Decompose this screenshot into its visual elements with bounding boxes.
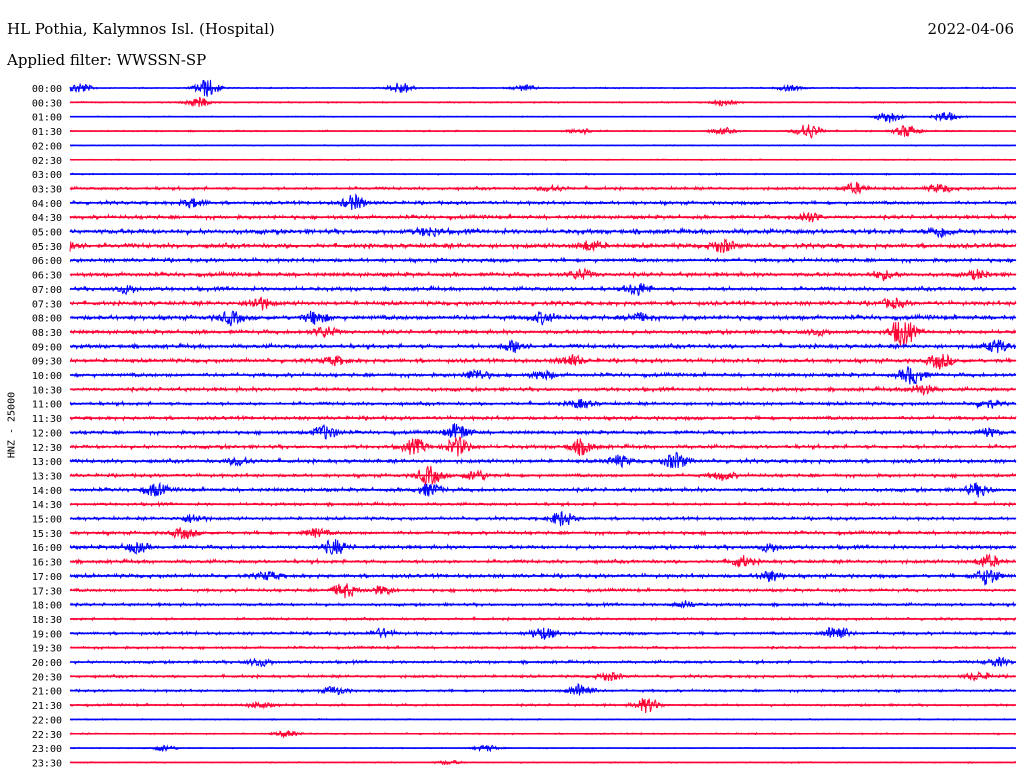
- row-time-label: 14:00: [32, 486, 62, 497]
- row-time-label: 11:30: [32, 414, 62, 425]
- station-title: HL Pothia, Kalymnos Isl. (Hospital): [7, 20, 275, 38]
- row-time-label: 18:30: [32, 615, 62, 626]
- row-time-label: 16:00: [32, 543, 62, 554]
- row-time-label: 02:30: [32, 156, 62, 167]
- row-time-label: 01:30: [32, 127, 62, 138]
- row-time-label: 03:00: [32, 170, 62, 181]
- row-time-label: 12:00: [32, 428, 62, 439]
- row-time-label: 06:30: [32, 271, 62, 282]
- row-time-label: 11:00: [32, 400, 62, 411]
- seismic-trace-row: [69, 321, 1017, 348]
- row-time-label: 15:00: [32, 515, 62, 526]
- row-time-label: 07:00: [32, 285, 62, 296]
- row-time-label: 02:00: [32, 141, 62, 152]
- row-time-label: 09:30: [32, 357, 62, 368]
- row-time-label: 23:30: [32, 758, 62, 769]
- row-time-label: 13:30: [32, 471, 62, 482]
- seismic-trace-row: [69, 553, 1017, 568]
- row-time-label: 17:00: [32, 572, 62, 583]
- row-time-label: 00:00: [32, 84, 62, 95]
- row-time-label: 22:30: [32, 730, 62, 741]
- seismic-trace-row: [69, 451, 1017, 469]
- row-time-label: 07:30: [32, 299, 62, 310]
- seismic-trace-row: [69, 569, 1017, 586]
- row-time-label: 20:00: [32, 658, 62, 669]
- row-time-label: 17:30: [32, 586, 62, 597]
- row-time-label: 21:30: [32, 701, 62, 712]
- row-time-label: 06:00: [32, 256, 62, 267]
- row-time-label: 00:30: [32, 98, 62, 109]
- filter-label: Applied filter: WWSSN-SP: [7, 51, 207, 69]
- row-time-label: 01:00: [32, 113, 62, 124]
- row-time-label: 14:30: [32, 500, 62, 511]
- row-time-label: 15:30: [32, 529, 62, 540]
- row-time-label: 13:00: [32, 457, 62, 468]
- record-date: 2022-04-06: [927, 20, 1014, 38]
- seismic-trace-row: [69, 310, 1017, 327]
- row-time-label: 18:00: [32, 601, 62, 612]
- row-time-label: 22:00: [32, 715, 62, 726]
- row-time-label: 20:30: [32, 672, 62, 683]
- row-time-label: 16:30: [32, 558, 62, 569]
- row-time-label: 10:30: [32, 385, 62, 396]
- row-time-label: 08:00: [32, 314, 62, 325]
- seismic-trace-row: [69, 682, 1017, 696]
- row-time-label: 10:00: [32, 371, 62, 382]
- row-time-label: 19:00: [32, 629, 62, 640]
- row-time-label: 09:00: [32, 342, 62, 353]
- row-time-label: 23:00: [32, 744, 62, 755]
- row-time-label: 04:00: [32, 199, 62, 210]
- row-time-label: 05:30: [32, 242, 62, 253]
- row-time-label: 05:00: [32, 228, 62, 239]
- row-time-label: 19:30: [32, 644, 62, 655]
- row-time-label: 08:30: [32, 328, 62, 339]
- row-time-label: 21:00: [32, 687, 62, 698]
- seismic-trace-row: [70, 423, 1017, 440]
- row-time-label: 12:30: [32, 443, 62, 454]
- row-time-label: 03:30: [32, 184, 62, 195]
- row-time-label: 04:30: [32, 213, 62, 224]
- seismic-trace-row: [69, 353, 1017, 370]
